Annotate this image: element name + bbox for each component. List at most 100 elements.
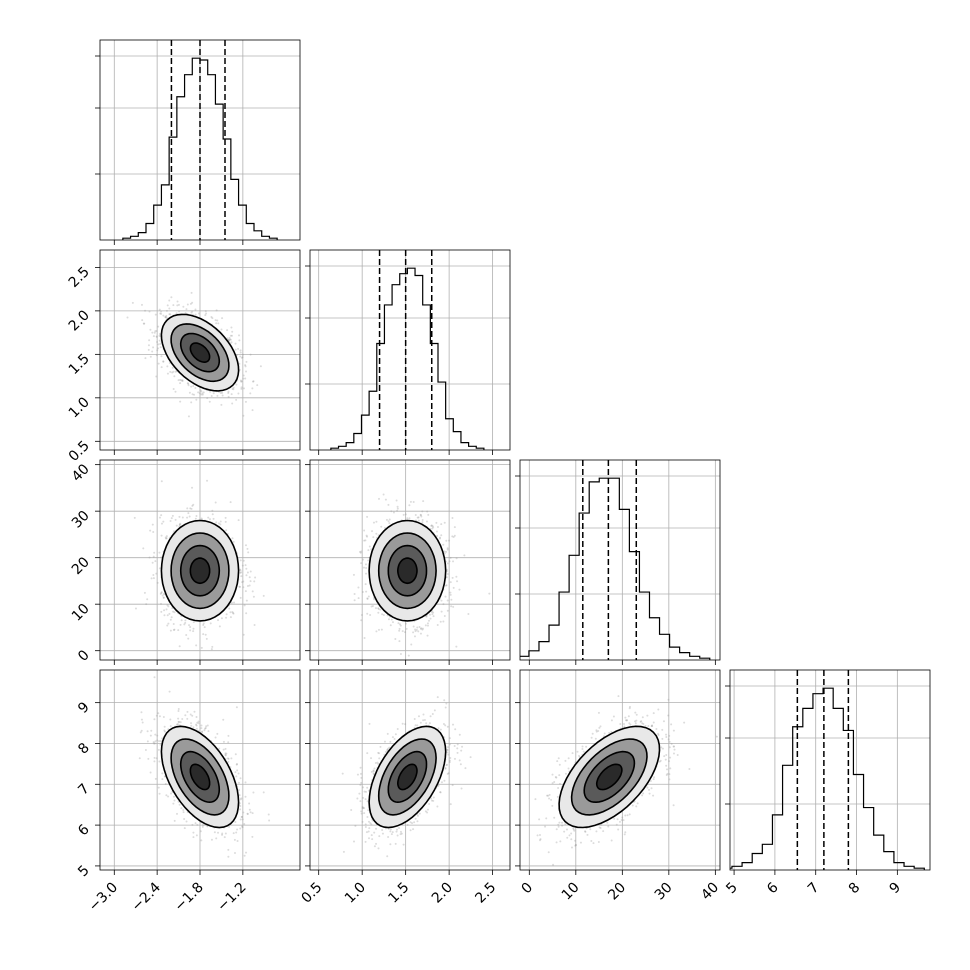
sample-point [215, 322, 218, 325]
sample-point [404, 631, 407, 634]
panel-frame [99, 39, 301, 241]
sample-point [353, 593, 356, 596]
sample-point [449, 556, 452, 559]
sample-point [187, 415, 190, 418]
sample-point [189, 507, 192, 510]
sample-point [442, 620, 445, 623]
sample-point [426, 624, 429, 627]
sample-point [204, 310, 207, 313]
density-fill-0 [397, 558, 417, 584]
sample-point [242, 586, 245, 589]
sample-point [420, 627, 423, 630]
sample-point [456, 580, 459, 583]
contour-line-3 [160, 313, 240, 392]
sample-point [426, 510, 429, 513]
sample-point [449, 581, 452, 584]
sample-point [155, 335, 158, 338]
sample-point [218, 625, 221, 628]
sample-point [384, 498, 387, 501]
sample-point [438, 537, 441, 540]
sample-point [206, 479, 209, 482]
sample-point [156, 340, 159, 343]
sample-point [391, 621, 394, 624]
sample-point [387, 503, 390, 506]
sample-point [387, 618, 390, 621]
contour-line-2 [170, 532, 230, 610]
sample-point [167, 605, 170, 608]
sample-point [199, 389, 202, 392]
sample-point [188, 624, 191, 627]
y-tick-label: 20 [69, 554, 93, 578]
sample-point [373, 598, 376, 601]
sample-point [455, 557, 458, 560]
sample-point [150, 577, 153, 580]
sample-point [240, 380, 243, 383]
sample-point [181, 379, 184, 382]
contour-line-0 [189, 557, 211, 585]
sample-point [230, 757, 233, 760]
sample-point [358, 550, 361, 553]
sample-point [414, 514, 417, 517]
sample-point [173, 628, 176, 631]
sample-point [142, 322, 145, 325]
sample-point [152, 574, 155, 577]
sample-point [410, 643, 413, 646]
sample-point [166, 604, 169, 607]
sample-point [377, 611, 380, 614]
sample-point [179, 400, 182, 403]
sample-point [412, 631, 415, 634]
sample-point [245, 370, 248, 373]
sample-point [211, 513, 214, 516]
sample-point [401, 630, 404, 633]
sample-point [202, 391, 205, 394]
sample-point [231, 330, 234, 333]
sample-point [429, 613, 432, 616]
y-tick-label: 40 [69, 461, 93, 485]
sample-point [153, 331, 156, 334]
panel-frame [519, 459, 721, 661]
sample-point [160, 514, 163, 517]
sample-point [152, 555, 155, 558]
sample-point [357, 586, 360, 589]
sample-point [177, 629, 180, 632]
sample-point [195, 514, 198, 517]
sample-point [424, 624, 427, 627]
sample-point [240, 571, 243, 574]
sample-point [162, 596, 165, 599]
sample-point [169, 629, 172, 632]
sample-point [160, 522, 163, 525]
sample-point [365, 534, 368, 537]
sample-point [404, 622, 407, 625]
sample-point [417, 519, 420, 522]
sample-point [172, 530, 175, 533]
sample-point [363, 636, 366, 639]
sample-point [195, 727, 198, 730]
sample-point [232, 611, 235, 614]
sample-point [414, 630, 417, 633]
sample-point [445, 584, 448, 587]
sample-point [232, 386, 235, 389]
sample-point [200, 727, 203, 730]
sample-point [415, 628, 418, 631]
sample-point [161, 594, 164, 597]
sample-point [439, 620, 442, 623]
sample-point [251, 409, 254, 412]
sample-point [421, 628, 424, 631]
sample-point [156, 734, 159, 737]
sample-point [169, 370, 172, 373]
sample-point [192, 726, 195, 729]
sample-point [421, 510, 424, 513]
sample-point [446, 548, 449, 551]
sample-point [241, 581, 244, 584]
sample-point [228, 338, 231, 341]
sample-point [162, 314, 165, 317]
sample-point [159, 592, 162, 595]
sample-point [221, 317, 224, 320]
sample-point [220, 328, 223, 331]
sample-point [365, 566, 368, 569]
sample-point [425, 520, 428, 523]
sample-point [190, 401, 193, 404]
sample-point [168, 313, 171, 316]
sample-point [219, 523, 222, 526]
sample-point [229, 611, 232, 614]
